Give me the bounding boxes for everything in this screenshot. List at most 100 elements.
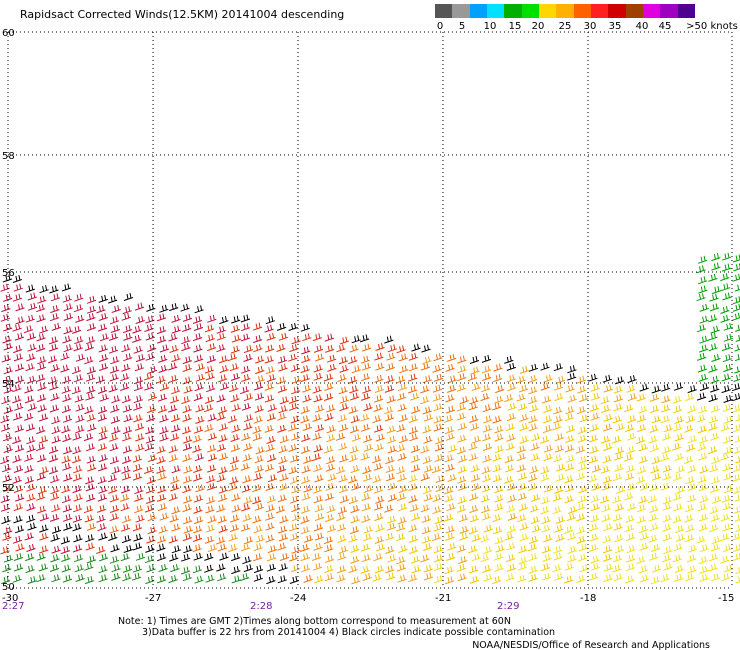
wind-barb <box>243 564 254 573</box>
wind-barb <box>360 565 370 574</box>
wind-barb <box>61 425 71 434</box>
legend-color-bar <box>435 4 740 18</box>
wind-barb <box>543 374 553 383</box>
wind-barb <box>410 454 421 463</box>
wind-barb <box>0 546 10 555</box>
wind-barb <box>267 403 277 412</box>
wind-barb <box>373 462 383 471</box>
wind-barb <box>384 504 394 513</box>
wind-barb <box>445 463 455 472</box>
wind-barb <box>252 496 262 505</box>
wind-barb <box>434 454 444 462</box>
wind-barb <box>74 394 84 403</box>
wind-barb <box>697 443 707 452</box>
wind-barb <box>710 375 720 384</box>
wind-barb <box>36 304 46 313</box>
wind-barb <box>565 463 575 472</box>
wind-barb <box>230 444 241 452</box>
wind-barb <box>373 394 384 403</box>
wind-barb <box>516 393 526 402</box>
wind-barb <box>71 325 82 334</box>
wind-barb <box>468 402 478 411</box>
wind-barb <box>13 503 23 512</box>
wind-barb <box>590 383 600 392</box>
wind-barb <box>111 395 121 404</box>
wind-barb <box>567 554 577 563</box>
wind-barb <box>301 346 311 355</box>
wind-barb <box>264 344 275 353</box>
wind-barb <box>314 353 325 362</box>
wind-barb <box>603 423 613 432</box>
wind-barb <box>265 366 275 375</box>
wind-barb <box>397 473 407 482</box>
wind-barb <box>83 505 94 514</box>
wind-barb <box>507 525 517 534</box>
wind-barb <box>156 543 166 552</box>
wind-barb <box>85 534 95 543</box>
wind-barb <box>639 542 649 551</box>
wind-barb <box>121 312 131 321</box>
wind-barb <box>50 305 60 314</box>
wind-barb <box>493 374 503 383</box>
wind-barb <box>731 532 740 541</box>
wind-barb <box>326 456 336 465</box>
wind-barb <box>709 303 720 312</box>
wind-barb <box>590 412 600 421</box>
wind-barb <box>699 315 709 324</box>
wind-barb <box>255 534 265 543</box>
wind-barb <box>603 413 613 422</box>
wind-barb <box>723 485 734 494</box>
wind-barb <box>109 456 120 465</box>
wind-barb <box>288 466 298 475</box>
wind-barb <box>323 393 334 401</box>
wind-barb <box>613 573 623 582</box>
wind-barb <box>289 576 300 584</box>
wind-barb <box>0 283 10 292</box>
wind-barb <box>15 543 25 552</box>
wind-barb <box>135 443 145 452</box>
wind-barb <box>673 423 683 432</box>
wind-barb <box>49 382 59 391</box>
wind-barb <box>267 474 278 483</box>
wind-barb <box>278 563 288 572</box>
lon-label: -27 <box>145 593 161 604</box>
wind-barb <box>386 522 397 531</box>
wind-barb <box>134 422 145 431</box>
wind-barb <box>493 552 504 561</box>
wind-barb <box>492 474 502 483</box>
wind-barb <box>2 564 12 573</box>
wind-barb <box>519 435 529 444</box>
wind-barb <box>456 412 466 421</box>
wind-barb <box>627 393 638 402</box>
wind-barb <box>685 443 696 452</box>
wind-barb <box>590 514 600 523</box>
wind-barb <box>277 494 287 503</box>
wind-barb <box>132 463 143 472</box>
wind-barb <box>456 383 466 392</box>
wind-barb <box>493 363 503 372</box>
wind-barb <box>216 504 226 513</box>
wind-barb <box>626 545 636 554</box>
wind-barb <box>363 485 373 493</box>
wind-barb <box>372 455 382 464</box>
wind-barb <box>110 544 120 553</box>
wind-barb <box>613 394 623 403</box>
wind-barb <box>171 465 181 474</box>
wind-barb <box>110 356 120 365</box>
wind-barb <box>51 322 61 331</box>
wind-barb <box>192 473 203 482</box>
wind-barb <box>710 573 721 582</box>
wind-barb <box>122 306 132 315</box>
wind-barb <box>147 392 158 401</box>
wind-barb <box>735 525 740 533</box>
wind-barb <box>264 463 275 472</box>
wind-barb <box>721 252 732 261</box>
wind-barb <box>387 445 397 454</box>
wind-barb <box>0 313 10 322</box>
wind-barb <box>507 494 517 503</box>
wind-barb <box>732 312 740 321</box>
wind-barb <box>420 473 430 482</box>
wind-barb <box>228 533 238 542</box>
wind-barb <box>97 386 108 394</box>
wind-barb <box>564 444 575 453</box>
